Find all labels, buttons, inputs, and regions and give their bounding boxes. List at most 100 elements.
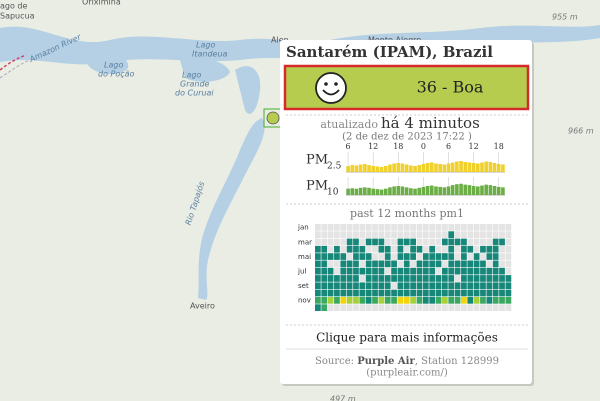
heat-cell — [486, 238, 493, 246]
hour-tick-label: 6 — [346, 142, 351, 151]
heat-cell — [499, 253, 505, 260]
heat-cell — [505, 275, 512, 282]
heat-cell — [359, 238, 366, 246]
heat-cell — [340, 282, 347, 290]
heat-cell — [467, 304, 474, 311]
source-url[interactable]: (purpleair.com/) — [366, 368, 448, 379]
heat-cell — [448, 245, 455, 253]
pm-bar — [367, 187, 371, 195]
pm-bar — [455, 161, 459, 172]
heat-cell — [499, 297, 505, 304]
click-more[interactable]: Clique para mais informações — [316, 331, 498, 345]
pm-bar — [480, 162, 484, 172]
pm-bar — [484, 161, 488, 172]
pm-bar — [501, 164, 505, 172]
heat-cell — [505, 297, 512, 304]
heat-cell — [391, 238, 397, 246]
heat-cell — [403, 260, 410, 268]
heat-cell — [505, 245, 512, 253]
heat-cell — [391, 231, 397, 238]
heat-cell — [410, 253, 416, 260]
pm-bar — [413, 188, 417, 195]
heat-cell — [492, 282, 499, 290]
heat-cell — [384, 304, 391, 311]
pm-bar — [459, 183, 463, 195]
heat-cell — [321, 224, 328, 231]
heat-cell — [505, 224, 512, 231]
source-line: Source: Purple Air, Station 128999 — [315, 356, 499, 367]
pm-bar — [450, 185, 455, 195]
heat-cell — [327, 289, 334, 297]
heat-cell — [486, 289, 493, 297]
smiley-eye — [334, 82, 338, 86]
heat-cell — [359, 267, 366, 275]
heat-cell — [499, 260, 505, 268]
heat-cell — [492, 260, 499, 268]
heat-cell — [403, 224, 410, 231]
heat-cell — [315, 297, 321, 304]
heat-cell — [372, 260, 378, 268]
heat-cell — [467, 275, 474, 282]
heat-cell — [473, 297, 480, 304]
heat-cell — [467, 238, 474, 246]
heat-cell — [372, 282, 378, 290]
heat-cell — [340, 289, 347, 297]
pm-bar — [350, 188, 355, 195]
heat-cell — [321, 267, 328, 275]
pm-bar — [476, 163, 480, 172]
heat-cell — [492, 224, 499, 231]
heat-cell — [499, 224, 505, 231]
pm-bar — [467, 185, 472, 195]
sensor-marker[interactable] — [266, 111, 280, 125]
heat-cell — [492, 267, 499, 275]
heat-cell — [359, 245, 366, 253]
pm-bar — [434, 163, 438, 172]
heat-cell — [340, 245, 347, 253]
heat-cell — [505, 304, 512, 311]
heat-cell — [346, 275, 353, 282]
pm-bar — [442, 164, 447, 172]
pm-bar — [363, 164, 367, 172]
heat-cell — [391, 245, 397, 253]
heat-cell — [448, 224, 455, 231]
heat-cell — [448, 253, 455, 260]
hour-tick-label: 0 — [421, 142, 426, 151]
pm-bar — [375, 166, 380, 172]
pm-bar — [467, 162, 472, 172]
heat-cell — [403, 304, 410, 311]
heat-cell — [461, 224, 467, 231]
map-label: 966 m — [568, 127, 594, 136]
heat-cell — [473, 275, 480, 282]
heat-cell — [340, 304, 347, 311]
heat-cell — [442, 224, 448, 231]
smiley-face — [315, 72, 347, 104]
source-name[interactable]: Purple Air — [357, 356, 415, 367]
heat-cell — [454, 231, 461, 238]
heat-cell — [480, 253, 486, 260]
updated-ago: há 4 minutos — [381, 114, 480, 132]
map-label: Grande — [180, 80, 210, 89]
pm25-label: PM — [306, 153, 328, 168]
heat-cell — [378, 231, 385, 238]
heat-cell — [397, 282, 404, 290]
heat-cell — [448, 231, 455, 238]
pm-bar — [371, 188, 375, 195]
heat-cell — [454, 289, 461, 297]
heat-cell — [353, 245, 359, 253]
heat-cell — [505, 289, 512, 297]
heat-cell — [327, 245, 334, 253]
heat-cell — [442, 238, 448, 246]
pm-bar — [434, 186, 438, 195]
heat-cell — [473, 245, 480, 253]
heat-cell — [397, 289, 404, 297]
heat-cell — [416, 253, 423, 260]
pm-bar — [425, 186, 430, 195]
heat-cell — [315, 238, 321, 246]
heat-cell — [327, 224, 334, 231]
heat-cell — [416, 297, 423, 304]
heat-cell — [327, 231, 334, 238]
map-label: Sapucua — [0, 12, 35, 21]
heat-cell — [391, 224, 397, 231]
heat-cell — [372, 231, 378, 238]
heat-cell — [480, 304, 486, 311]
